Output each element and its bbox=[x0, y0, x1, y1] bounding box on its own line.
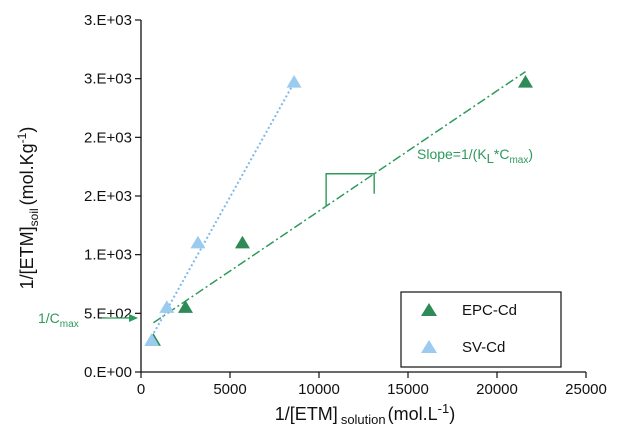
slope-annotation-mid: *C bbox=[494, 146, 510, 162]
y-axis-title-close: ) bbox=[17, 127, 37, 133]
data-point-epc bbox=[178, 300, 193, 313]
slope-annotation-main: Slope=1/(K bbox=[417, 146, 487, 162]
x-axis-title: 1/[ETM] solution (mol.L-1) bbox=[275, 401, 455, 427]
x-tick-label: 15000 bbox=[387, 381, 429, 398]
legend-label-sv: SV-Cd bbox=[462, 339, 505, 356]
x-tick-label: 25000 bbox=[565, 381, 607, 398]
legend-box bbox=[400, 291, 562, 368]
intercept-annotation: 1/Cmax bbox=[38, 310, 79, 330]
x-axis-title-sup: -1 bbox=[438, 401, 450, 416]
x-tick-label: 0 bbox=[137, 381, 145, 398]
slope-triangle-annotation bbox=[325, 173, 375, 207]
x-tick-label: 10000 bbox=[298, 381, 340, 398]
x-axis-title-unit: (mol.L bbox=[388, 404, 438, 424]
legend-marker-epc bbox=[421, 303, 437, 316]
data-point-sv bbox=[190, 235, 206, 249]
y-axis-title-unit: (mol.Kg bbox=[17, 143, 37, 205]
fit-line-epc bbox=[153, 71, 526, 324]
slope-annotation-close: ) bbox=[528, 146, 533, 162]
intercept-arrow bbox=[102, 314, 138, 322]
y-axis-title-sub: soil bbox=[27, 208, 41, 226]
x-tick-label: 20000 bbox=[476, 381, 518, 398]
slope-annotation-sub1: L bbox=[487, 151, 494, 166]
fit-line-sv bbox=[150, 80, 296, 338]
x-tick-label: 5000 bbox=[213, 381, 246, 398]
y-axis-title: 1/[ETM]soil (mol.Kg-1) bbox=[15, 127, 41, 290]
intercept-annotation-main: 1/C bbox=[38, 310, 60, 326]
slope-triangle-path bbox=[325, 173, 375, 207]
y-axis-title-main: 1/[ETM] bbox=[17, 226, 37, 289]
y-tick-label: 3.E+03 bbox=[84, 12, 132, 29]
y-tick-label: 5.E+02 bbox=[84, 305, 132, 322]
y-tick-label: 2.E+03 bbox=[84, 188, 132, 205]
y-axis-title-sup: -1 bbox=[15, 132, 29, 143]
legend: EPC-Cd SV-Cd bbox=[400, 291, 562, 368]
y-tick-label: 2.E+03 bbox=[84, 129, 132, 146]
data-point-sv bbox=[159, 300, 175, 313]
slope-annotation: Slope=1/(KL*Cmax) bbox=[417, 146, 533, 166]
data-point-epc bbox=[517, 74, 533, 88]
y-tick-label: 3.E+03 bbox=[84, 71, 132, 88]
data-point-sv bbox=[144, 333, 160, 346]
slope-annotation-sub2: max bbox=[509, 155, 528, 166]
x-axis-title-sub: solution bbox=[341, 412, 386, 427]
x-axis-title-close: ) bbox=[449, 404, 455, 424]
data-point-epc bbox=[234, 235, 250, 249]
y-axis-ticks: 0.E+00 5.E+02 1.E+03 2.E+03 2.E+03 3.E+03 3.E+… bbox=[84, 12, 141, 381]
fit-lines bbox=[150, 71, 526, 338]
legend-label-epc: EPC-Cd bbox=[462, 302, 517, 319]
x-axis-title-main: 1/[ETM] bbox=[275, 404, 338, 424]
intercept-annotation-sub: max bbox=[60, 319, 79, 330]
legend-marker-sv bbox=[421, 340, 437, 353]
data-point-sv bbox=[286, 74, 302, 88]
y-tick-label: 0.E+00 bbox=[84, 364, 132, 381]
y-tick-label: 1.E+03 bbox=[84, 247, 132, 264]
x-axis-ticks: 0 5000 10000 15000 20000 25000 bbox=[137, 372, 607, 398]
data-markers bbox=[144, 74, 533, 346]
